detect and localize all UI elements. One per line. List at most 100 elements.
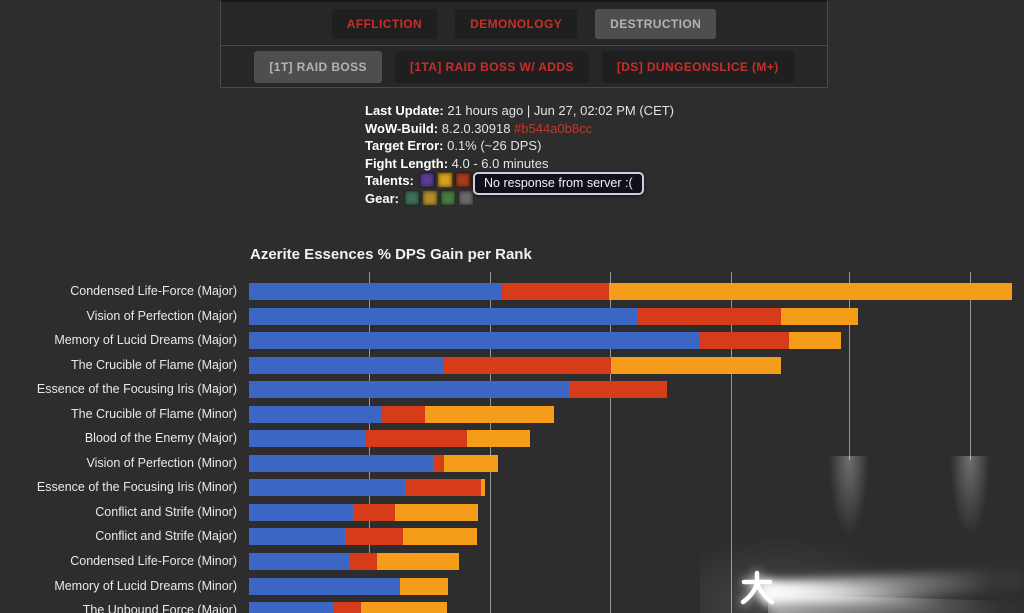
rank2-segment[interactable] (434, 454, 444, 472)
essence-label: Blood of the Enemy (Major) (84, 431, 237, 446)
talent-icon-2[interactable] (436, 172, 453, 189)
rank1-segment[interactable] (249, 381, 570, 399)
essence-bar[interactable] (249, 577, 1024, 595)
rank1-segment[interactable] (249, 332, 700, 350)
rank2-segment[interactable] (334, 602, 362, 613)
rank3-segment[interactable] (481, 479, 485, 497)
tab-panel: Affliction Demonology Destruction [1T] R… (220, 0, 828, 88)
gridline-3 (610, 272, 612, 613)
rank2-segment[interactable] (366, 430, 467, 448)
chart-row: The Crucible of Flame (Major) (0, 356, 1024, 374)
rank3-segment[interactable] (443, 454, 498, 472)
target-error-value: 0.1% (~26 DPS) (443, 138, 542, 154)
rank2-segment[interactable] (345, 528, 404, 546)
essence-bar[interactable] (249, 283, 1024, 300)
tab-raid-boss[interactable]: [1T] Raid Boss (254, 50, 382, 83)
rank2-segment[interactable] (569, 381, 667, 399)
rank1-segment[interactable] (249, 283, 502, 300)
rank2-segment[interactable] (352, 503, 395, 521)
chart-title: Azerite Essences % DPS Gain per Rank (250, 246, 532, 263)
rank1-segment[interactable] (249, 602, 335, 613)
server-error-tooltip: No response from server :( (473, 172, 644, 195)
rank1-segment[interactable] (249, 430, 367, 448)
chart-row: Condensed Life-Force (Major) (0, 283, 1024, 300)
chart-row: Blood of the Enemy (Major) (0, 430, 1024, 448)
chart-rows: Condensed Life-Force (Major) Vision of Pe… (0, 283, 1024, 613)
gear-line: Gear: (365, 189, 674, 208)
chart-row: Memory of Lucid Dreams (Major) (0, 332, 1024, 350)
rank3-segment[interactable] (403, 528, 477, 546)
talent-icon-1[interactable] (418, 172, 435, 189)
rank3-segment[interactable] (781, 307, 859, 325)
gear-icon-1[interactable] (403, 189, 420, 206)
tab-dungeonslice[interactable]: [DS] DungeonSlice (M+) (601, 50, 794, 83)
rank3-segment[interactable] (466, 430, 530, 448)
essence-bar[interactable] (249, 430, 1024, 448)
rank2-segment[interactable] (637, 307, 782, 325)
rank2-segment[interactable] (382, 405, 425, 423)
rank2-segment[interactable] (404, 479, 482, 497)
last-update-label: Last Update: (365, 103, 444, 118)
essence-bar[interactable] (249, 454, 1024, 472)
tab-demonology[interactable]: Demonology (455, 8, 578, 39)
essence-label: The Crucible of Flame (Minor) (70, 406, 237, 421)
essence-bar[interactable] (249, 332, 1024, 350)
chart-row: Vision of Perfection (Major) (0, 307, 1024, 325)
chart-row: The Crucible of Flame (Minor) (0, 405, 1024, 423)
essence-bar[interactable] (249, 356, 1024, 374)
essence-bar[interactable] (249, 405, 1024, 423)
gridline-4 (731, 272, 733, 613)
essence-bar[interactable] (249, 602, 1024, 613)
rank3-segment[interactable] (609, 283, 1013, 300)
rank2-segment[interactable] (501, 283, 610, 300)
sim-info-block: Last Update: 21 hours ago | Jun 27, 02:0… (365, 102, 674, 208)
rank1-segment[interactable] (249, 553, 349, 571)
rank1-segment[interactable] (249, 307, 638, 325)
gear-label: Gear: (365, 190, 399, 206)
essence-label: Condensed Life-Force (Major) (70, 284, 237, 298)
rank1-segment[interactable] (249, 577, 401, 595)
build-hash[interactable]: #b544a0b8cc (514, 120, 593, 136)
chart-row: Essence of the Focusing Iris (Minor) (0, 479, 1024, 497)
rank1-segment[interactable] (249, 405, 383, 423)
tab-affliction[interactable]: Affliction (331, 8, 438, 39)
essence-bar[interactable] (249, 503, 1024, 521)
tab-raid-boss-adds[interactable]: [1TA] Raid Boss w/ Adds (394, 50, 589, 83)
rank3-segment[interactable] (394, 503, 479, 521)
rank1-segment[interactable] (249, 479, 405, 497)
talent-icon-3[interactable] (454, 172, 471, 189)
rank1-segment[interactable] (249, 528, 346, 546)
essence-bar[interactable] (249, 307, 1024, 325)
gear-icon-4[interactable] (457, 189, 474, 206)
rank3-segment[interactable] (376, 553, 459, 571)
last-update-value: 21 hours ago | Jun 27, 02:02 PM (CET) (443, 103, 675, 118)
fight-length-value: 4.0 - 6.0 minutes (448, 155, 549, 171)
fight-length-line: Fight Length: 4.0 - 6.0 minutes (365, 155, 674, 173)
essence-label: Memory of Lucid Dreams (Minor) (54, 578, 237, 593)
last-update-line: Last Update: 21 hours ago | Jun 27, 02:0… (365, 102, 674, 120)
essence-label: Condensed Life-Force (Minor) (70, 554, 237, 569)
rank2-segment[interactable] (444, 356, 611, 374)
rank2-segment[interactable] (699, 332, 790, 350)
tab-destruction[interactable]: Destruction (595, 8, 717, 39)
rank2-segment[interactable] (348, 553, 377, 571)
essence-label: The Crucible of Flame (Major) (70, 357, 237, 372)
rank1-segment[interactable] (249, 503, 353, 521)
gridline-5 (848, 272, 850, 460)
rank3-segment[interactable] (789, 332, 842, 350)
rank1-segment[interactable] (249, 356, 445, 374)
rank3-segment[interactable] (361, 602, 448, 613)
essence-label: Conflict and Strife (Major) (95, 529, 237, 544)
essence-bar[interactable] (249, 528, 1024, 546)
essence-bar[interactable] (249, 553, 1024, 571)
rank3-segment[interactable] (610, 356, 781, 374)
gear-icon-2[interactable] (421, 189, 438, 206)
rank3-segment[interactable] (424, 405, 554, 423)
gridline-6 (969, 272, 971, 460)
essence-bar[interactable] (249, 381, 1024, 399)
rank3-segment[interactable] (400, 577, 449, 595)
chart-row: Essence of the Focusing Iris (Major) (0, 381, 1024, 399)
essence-bar[interactable] (249, 479, 1024, 497)
gear-icon-3[interactable] (439, 189, 456, 206)
rank1-segment[interactable] (249, 454, 435, 472)
